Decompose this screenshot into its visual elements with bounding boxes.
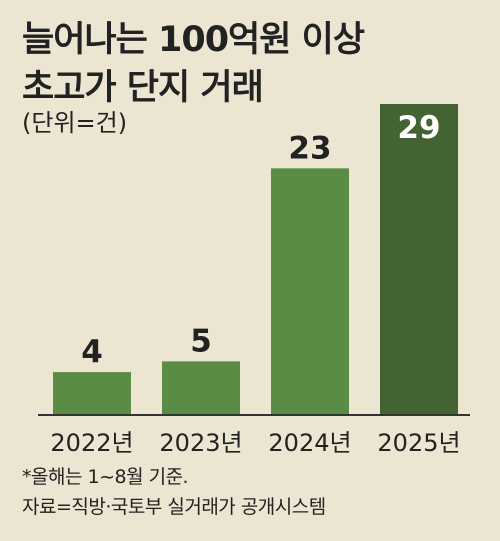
category-label-2025년: 2025년 bbox=[377, 429, 460, 457]
bar-2024년 bbox=[271, 168, 349, 415]
bar-2025년 bbox=[380, 104, 458, 415]
footnote-period: *올해는 1~8월 기준. bbox=[22, 466, 189, 488]
bar-2023년 bbox=[162, 361, 240, 415]
footnote-source: 자료=직방·국토부 실거래가 공개시스템 bbox=[22, 496, 326, 518]
category-label-2024년: 2024년 bbox=[268, 429, 351, 457]
category-label-2022년: 2022년 bbox=[50, 429, 133, 457]
chart-title: 늘어나는 100억원 이상 초고가 단지 거래 bbox=[22, 16, 365, 112]
chart-title-line-2: 초고가 단지 거래 bbox=[22, 68, 264, 108]
chart-unit-label: (단위=건) bbox=[22, 109, 128, 137]
value-label-2023년: 5 bbox=[190, 323, 212, 359]
value-label-2025년: 29 bbox=[397, 110, 440, 146]
value-label-2024년: 23 bbox=[288, 130, 331, 166]
category-label-2023년: 2023년 bbox=[159, 429, 242, 457]
value-label-2022년: 4 bbox=[81, 334, 103, 370]
bar-2022년 bbox=[53, 372, 131, 415]
footnotes: *올해는 1~8월 기준. 자료=직방·국토부 실거래가 공개시스템 bbox=[22, 462, 326, 522]
chart-title-line-1: 늘어나는 100억원 이상 bbox=[22, 20, 365, 60]
